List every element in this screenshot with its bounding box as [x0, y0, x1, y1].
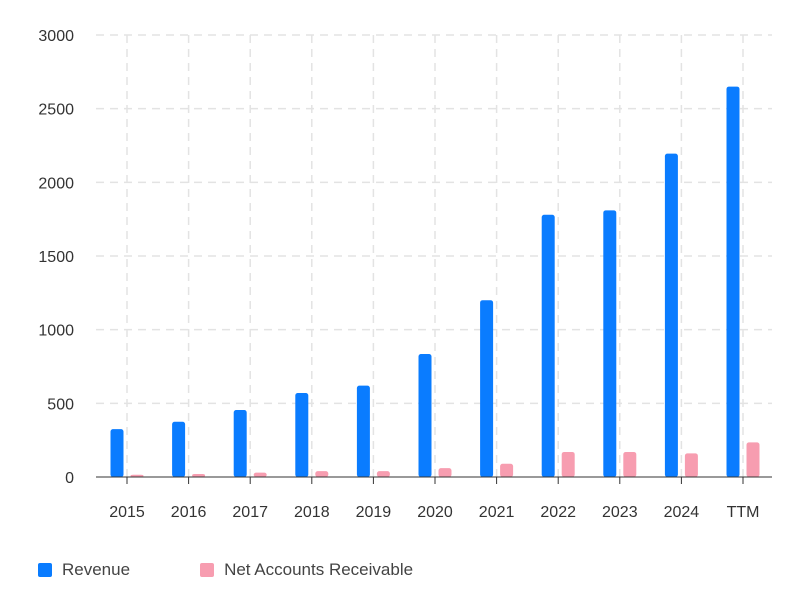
- y-tick-label: 500: [47, 396, 74, 413]
- x-tick-label: 2023: [602, 504, 638, 521]
- y-tick-label: 3000: [38, 28, 74, 45]
- bar-net-accounts-receivable-2020[interactable]: [438, 468, 452, 477]
- bar-net-accounts-receivable-2019[interactable]: [376, 471, 390, 477]
- x-tick-label: 2019: [356, 504, 392, 521]
- bar-revenue-ttm[interactable]: [726, 86, 740, 478]
- bar-revenue-2020[interactable]: [418, 353, 432, 477]
- bar-net-accounts-receivable-2023[interactable]: [623, 451, 637, 477]
- bar-revenue-2022[interactable]: [541, 214, 555, 477]
- y-tick-label: 1000: [38, 323, 74, 340]
- grid-lines: [96, 34, 772, 477]
- bar-revenue-2015[interactable]: [110, 429, 124, 477]
- bar-revenue-2018[interactable]: [295, 393, 309, 477]
- bar-revenue-2023[interactable]: [603, 210, 617, 477]
- legend-item-revenue[interactable]: Revenue: [38, 560, 130, 580]
- y-tick-label: 2500: [38, 102, 74, 119]
- x-axis-ticks: 2015 2016 2017 2018 2019 2020 2021 2022 2023 2024…: [109, 477, 759, 521]
- y-tick-label: 2000: [38, 175, 74, 192]
- x-tick-label: 2020: [417, 504, 453, 521]
- x-tick-label: 2015: [109, 504, 145, 521]
- bar-revenue-2021[interactable]: [480, 300, 494, 477]
- x-tick-label: 2018: [294, 504, 330, 521]
- bars: [110, 86, 760, 478]
- bar-net-accounts-receivable-ttm[interactable]: [746, 442, 760, 477]
- bar-net-accounts-receivable-2018[interactable]: [315, 471, 329, 477]
- x-tick-label: 2016: [171, 504, 207, 521]
- legend-label-revenue: Revenue: [62, 560, 131, 579]
- y-tick-label: 0: [65, 470, 74, 487]
- bar-net-accounts-receivable-2024[interactable]: [684, 453, 698, 477]
- legend-label-net-accounts-receivable: Net Accounts Receivable: [224, 560, 414, 579]
- bar-revenue-2016[interactable]: [172, 421, 186, 477]
- y-axis-ticks: 0 500 1000 1500 2000 2500 3000: [38, 28, 74, 487]
- legend-swatch-net-accounts-receivable: [200, 563, 215, 577]
- bar-net-accounts-receivable-2022[interactable]: [561, 451, 575, 477]
- bar-revenue-2017[interactable]: [233, 409, 247, 477]
- legend-item-net-accounts-receivable[interactable]: Net Accounts Receivable: [200, 560, 413, 580]
- x-tick-label: 2017: [232, 504, 268, 521]
- bar-revenue-2019[interactable]: [356, 385, 370, 477]
- legend-swatch-revenue: [38, 563, 52, 577]
- y-tick-label: 1500: [38, 249, 74, 266]
- bar-net-accounts-receivable-2017[interactable]: [253, 472, 267, 477]
- x-tick-label: 2022: [540, 504, 576, 521]
- x-tick-label: TTM: [727, 504, 760, 521]
- bar-revenue-2024[interactable]: [664, 153, 678, 477]
- bar-net-accounts-receivable-2021[interactable]: [500, 463, 514, 477]
- legend: Revenue Net Accounts Receivable: [38, 560, 413, 580]
- x-tick-label: 2024: [664, 504, 700, 521]
- bar-net-accounts-receivable-2015[interactable]: [130, 474, 144, 477]
- x-tick-label: 2021: [479, 504, 515, 521]
- bar-net-accounts-receivable-2016[interactable]: [192, 474, 206, 477]
